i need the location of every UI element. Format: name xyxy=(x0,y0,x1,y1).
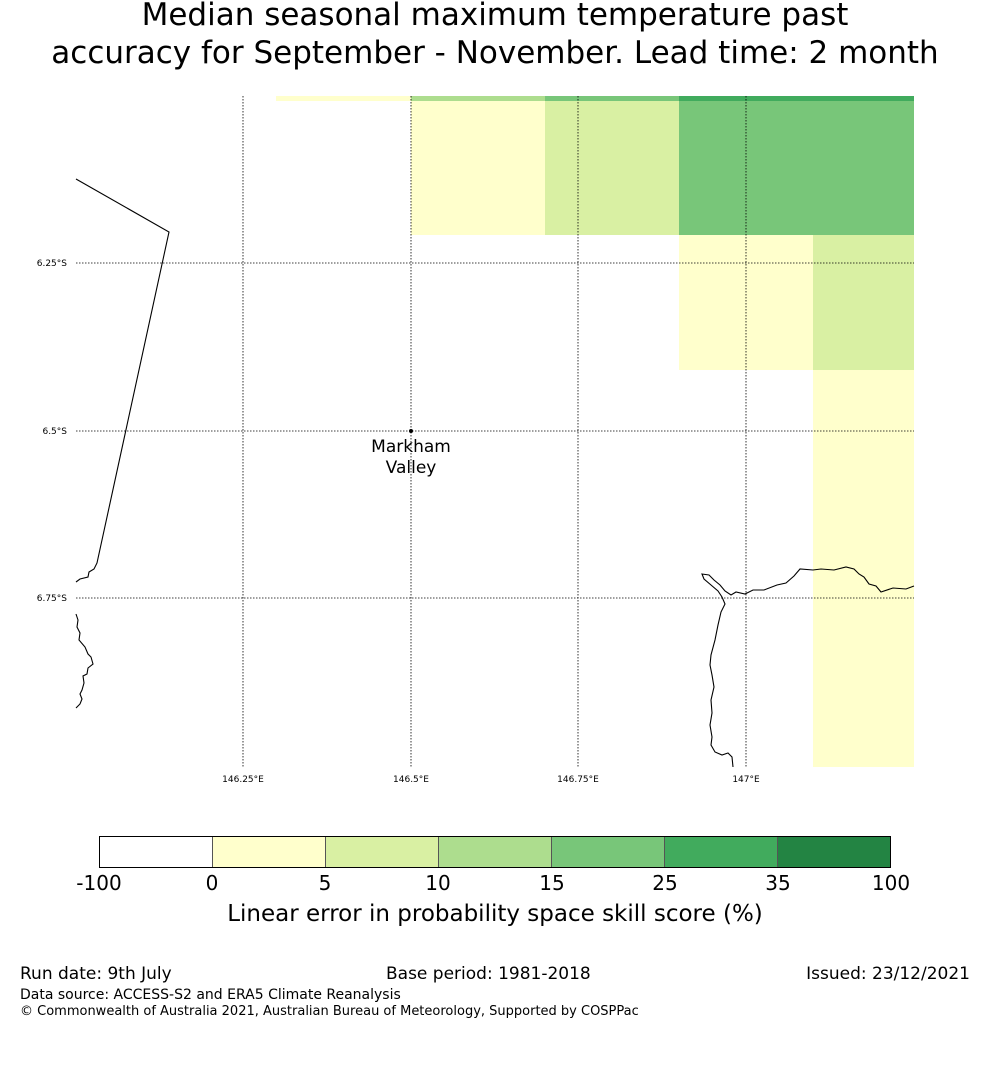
place-marker: Markham Valley xyxy=(371,429,451,478)
run-date: Run date: 9th July xyxy=(20,964,172,984)
cell-r1-c1 xyxy=(411,101,545,235)
colorbar xyxy=(99,836,891,868)
colorbar-tick: -100 xyxy=(76,871,122,895)
graticule xyxy=(76,96,914,767)
cell-strip-2 xyxy=(411,96,545,101)
cell-r1-c2 xyxy=(545,101,679,235)
cell-r3-c1 xyxy=(813,370,914,767)
cell-strip-3 xyxy=(545,96,679,101)
lat-label-6-25: 6.25°S xyxy=(37,259,68,269)
place-name-line-1: Markham xyxy=(371,437,451,457)
cell-strip-1 xyxy=(276,96,411,101)
colorbar-tick: 100 xyxy=(871,871,911,895)
colorbar-tick: 35 xyxy=(765,871,791,895)
lat-label-6-5: 6.5°S xyxy=(42,427,67,437)
cell-r1-c3 xyxy=(679,101,914,235)
cell-r2-c1 xyxy=(679,235,813,370)
colorbar-segment xyxy=(778,837,890,867)
skill-map: Markham Valley 6.25°S 6.5°S 6.75°S 146.2… xyxy=(37,96,915,785)
lat-labels: 6.25°S 6.5°S 6.75°S xyxy=(37,259,68,604)
lon-label-146-5: 146.5°E xyxy=(393,775,429,785)
lon-label-147: 147°E xyxy=(732,775,760,785)
colorbar-label: Linear error in probability space skill … xyxy=(227,901,763,927)
markham-valley-dot xyxy=(409,429,413,433)
title-line-1: Median seasonal maximum temperature past xyxy=(141,0,849,33)
boundary-line xyxy=(75,178,170,583)
colorbar-tick: 10 xyxy=(425,871,451,895)
map-title: Median seasonal maximum temperature past… xyxy=(0,0,990,72)
colorbar-segment xyxy=(665,837,778,867)
colorbar-tick: 25 xyxy=(652,871,678,895)
coast-west xyxy=(75,613,94,709)
colorbar-segment xyxy=(326,837,439,867)
cell-strip-4 xyxy=(679,96,914,101)
colorbar-segment xyxy=(552,837,665,867)
issued-date: Issued: 23/12/2021 xyxy=(806,964,970,984)
colorbar-segment xyxy=(439,837,552,867)
lon-labels: 146.25°E 146.5°E 146.75°E 147°E xyxy=(222,775,760,785)
colorbar-tick: 5 xyxy=(318,871,332,895)
lat-label-6-75: 6.75°S xyxy=(37,594,68,604)
colorbar-tick: 15 xyxy=(539,871,565,895)
base-period: Base period: 1981-2018 xyxy=(386,964,591,984)
place-name-line-2: Valley xyxy=(386,458,437,478)
lon-label-146-25: 146.25°E xyxy=(222,775,264,785)
colorbar-segment xyxy=(100,837,213,867)
cell-r2-c2 xyxy=(813,235,914,370)
colorbar-segment xyxy=(213,837,326,867)
lon-label-146-75: 146.75°E xyxy=(557,775,599,785)
data-source: Data source: ACCESS-S2 and ERA5 Climate … xyxy=(20,987,401,1003)
title-line-2: accuracy for September - November. Lead … xyxy=(51,35,939,71)
skill-cells xyxy=(276,96,914,767)
coast-east xyxy=(701,566,915,768)
coastlines xyxy=(75,178,915,768)
colorbar-tick: 0 xyxy=(205,871,219,895)
copyright: © Commonwealth of Australia 2021, Austra… xyxy=(20,1004,639,1019)
